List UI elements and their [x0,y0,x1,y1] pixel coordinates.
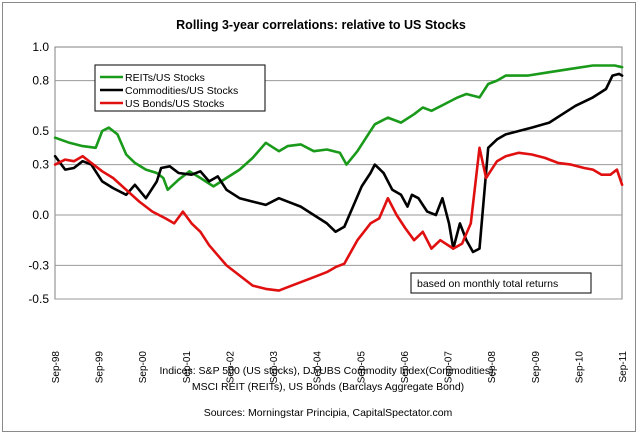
x-tick-label: Sep-07 [444,351,455,384]
annotation-box [410,272,592,294]
chart: Rolling 3-year correlations: relative to… [28,18,629,419]
chart-frame: Rolling 3-year correlations: relative to… [2,2,636,432]
y-tick-label: -0.3 [28,258,49,272]
y-tick-label: 0.5 [32,124,49,138]
y-tick-label: 0.0 [32,208,49,222]
x-tick-label: Sep-11 [618,351,629,383]
y-tick-label: 0.8 [32,74,49,88]
footnote-sources: Sources: Morningstar Principia, CapitalS… [204,407,453,419]
chart-title: Rolling 3-year correlations: relative to… [176,18,466,32]
x-tick-label: Sep-03 [269,351,280,384]
series-line-bonds [53,146,624,292]
legend-label-reits: REITs/US Stocks [125,72,205,84]
x-tick-label: Sep-08 [487,351,498,384]
series-line-reits [53,64,624,192]
x-tick-label: Sep-00 [138,351,149,384]
annotation: based on monthly total returns [410,272,592,294]
legend-label-bonds: US Bonds/US Stocks [125,98,224,110]
x-tick-label: Sep-99 [95,351,106,384]
legend-label-commodities: Commodities/US Stocks [125,85,238,97]
x-tick-label: Sep-06 [400,351,411,384]
x-tick-label: Sep-10 [574,351,585,384]
y-tick-label: -0.5 [28,292,49,306]
series-line-commodities [53,72,624,254]
y-tick-label: 0.3 [32,158,49,172]
x-tick-label: Sep-09 [531,351,542,384]
footnote: Indices: S&P 500 (US stocks), DJ-UBS Com… [159,365,496,419]
y-tick-label: 1.0 [32,40,49,54]
x-tick-label: Sep-01 [182,351,193,384]
x-tick-label: Sep-05 [356,351,367,384]
x-tick-label: Sep-98 [51,351,62,384]
footnote-line-1: Indices: S&P 500 (US stocks), DJ-UBS Com… [159,365,496,377]
legend: REITs/US Stocks Commodities/US Stocks US… [94,64,266,112]
x-tick-label: Sep-04 [313,351,324,384]
x-tick-label: Sep-02 [225,351,236,384]
legend-box [94,64,266,112]
annotation-text: based on monthly total returns [417,278,558,290]
footnote-line-2: MSCI REIT (REITs), US Bonds (Barclays Ag… [192,381,464,393]
